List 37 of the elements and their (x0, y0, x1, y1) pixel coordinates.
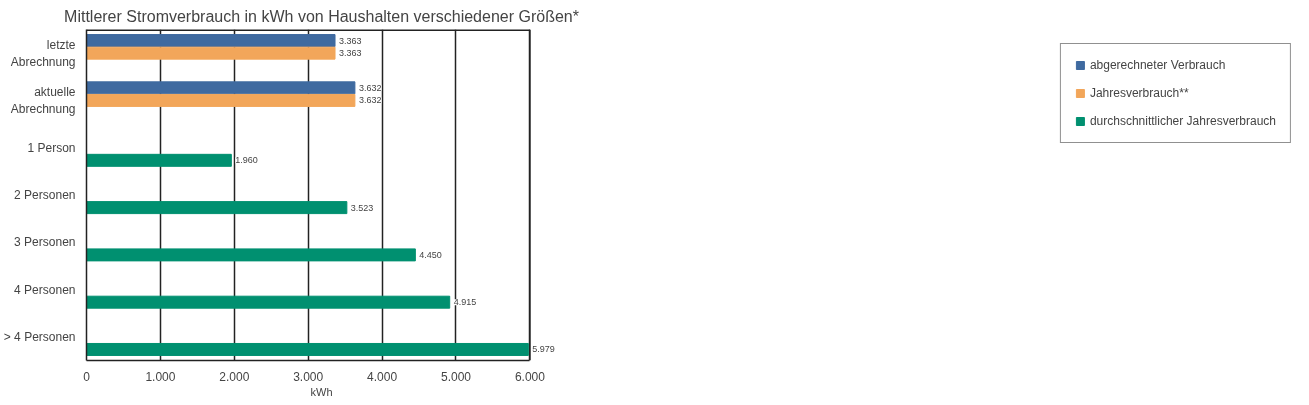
data-label: 4.915 (453, 297, 477, 308)
y-tick-label: letzte Abrechnung (10, 37, 76, 69)
x-tick-label: 5.000 (440, 369, 472, 384)
data-label: 3.363 (339, 35, 362, 46)
bar (86, 295, 451, 309)
data-label: 3.363 (339, 48, 362, 59)
bar (86, 93, 356, 107)
y-tick-label: 2 Personen (14, 188, 76, 202)
x-tick-label: 4.000 (367, 369, 398, 384)
bar (86, 153, 232, 167)
x-axis-title: kWh (310, 385, 333, 398)
x-tick-label: 6.000 (514, 369, 546, 384)
bar (86, 34, 336, 48)
data-label: 1.960 (235, 155, 258, 166)
x-tick-label: 1.000 (145, 369, 176, 384)
bar (86, 81, 356, 95)
data-label: 3.632 (358, 95, 382, 106)
y-tick-label: 4 Personen (14, 282, 76, 297)
x-tick-label: 0 (83, 369, 91, 384)
data-label: 4.450 (419, 249, 442, 260)
bar (86, 248, 416, 262)
y-tick-label: 3 Personen (14, 235, 76, 250)
chart-title: Mittlerer Stromverbrauch in kWh von Haushalten verschiedener Größen* (64, 7, 579, 25)
bar (86, 201, 348, 215)
legend-label: abgerechneter Verbrauch (1089, 58, 1226, 72)
x-tick-label: 2.000 (219, 369, 250, 384)
legend-label: Jahresverbrauch** (1089, 86, 1189, 100)
data-label: 3.523 (350, 202, 374, 213)
x-tick-label: 3.000 (293, 369, 324, 384)
y-tick-label: > 4 Personen (3, 329, 76, 344)
bar (86, 46, 336, 60)
bar (86, 342, 529, 356)
data-label: 3.632 (358, 82, 382, 93)
y-tick-label: aktuelle Abrechnung (10, 85, 76, 116)
legend-label: durchschnittlicher Jahresverbrauch (1089, 114, 1276, 128)
y-tick-label: 1 Person (27, 140, 76, 155)
data-label: 5.979 (532, 344, 555, 355)
